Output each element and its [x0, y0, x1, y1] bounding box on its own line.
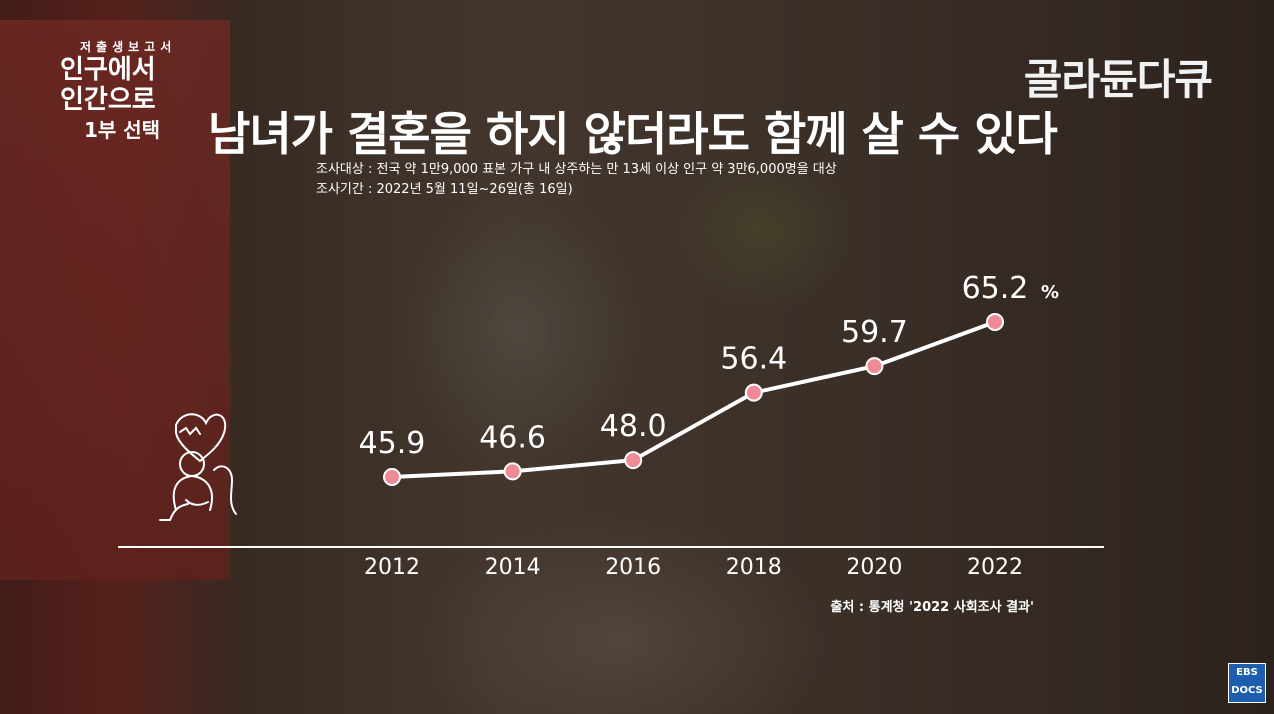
- x-tick-2012: 2012: [364, 555, 420, 580]
- plot-area: 45.9 2012 46.6 2014 48.0 2016 56.4 2018 59.7 2020…: [359, 271, 1059, 580]
- value-label-2018: 56.4: [720, 342, 787, 377]
- program-logo: 저출생보고서 인구에서 인간으로 1부 선택: [60, 38, 210, 145]
- program-logo-line1: 인구에서: [60, 55, 156, 85]
- survey-target: 조사대상 : 전국 약 1만9,000 표본 가구 내 상주하는 만 13세 이…: [316, 162, 837, 177]
- value-label-2012: 45.9: [359, 426, 426, 461]
- series-line: [391, 320, 996, 479]
- data-point-2018: [744, 383, 763, 402]
- x-tick-2022: 2022: [967, 555, 1023, 580]
- value-label-2016: 48.0: [600, 409, 667, 444]
- background-red-book: [0, 20, 230, 580]
- data-point-2016: [624, 451, 643, 470]
- value-label-2014: 46.6: [479, 420, 546, 455]
- badge-line1: EBS: [1236, 667, 1258, 678]
- chart-title: 남녀가 결혼을 하지 않더라도 함께 살 수 있다: [208, 107, 1058, 161]
- unit-label: %: [1041, 282, 1059, 303]
- program-logo-top: 저출생보고서: [80, 40, 177, 54]
- x-tick-2020: 2020: [846, 555, 902, 580]
- value-label-2020: 59.7: [841, 315, 908, 350]
- value-label-2022: 65.2: [962, 271, 1029, 306]
- data-point-2014: [503, 462, 522, 481]
- x-tick-2014: 2014: [485, 555, 541, 580]
- source-note: 출처 : 통계청 '2022 사회조사 결과': [830, 600, 1034, 615]
- program-logo-line2: 인간으로: [60, 85, 156, 115]
- data-point-2012: [383, 468, 401, 486]
- brand-logo: 골라듄다큐: [1023, 55, 1213, 104]
- ebs-docs-badge: EBS DOCS: [1228, 663, 1266, 703]
- couple-illustration: [159, 413, 237, 521]
- program-logo-episode: 1부 선택: [84, 118, 161, 142]
- x-tick-2016: 2016: [605, 555, 661, 580]
- data-point-2022: [986, 313, 1004, 331]
- x-tick-2018: 2018: [726, 555, 782, 580]
- data-point-2020: [865, 357, 884, 376]
- survey-period: 조사기간 : 2022년 5월 11일~26일(총 16일): [316, 182, 573, 197]
- badge-line2: DOCS: [1231, 685, 1263, 696]
